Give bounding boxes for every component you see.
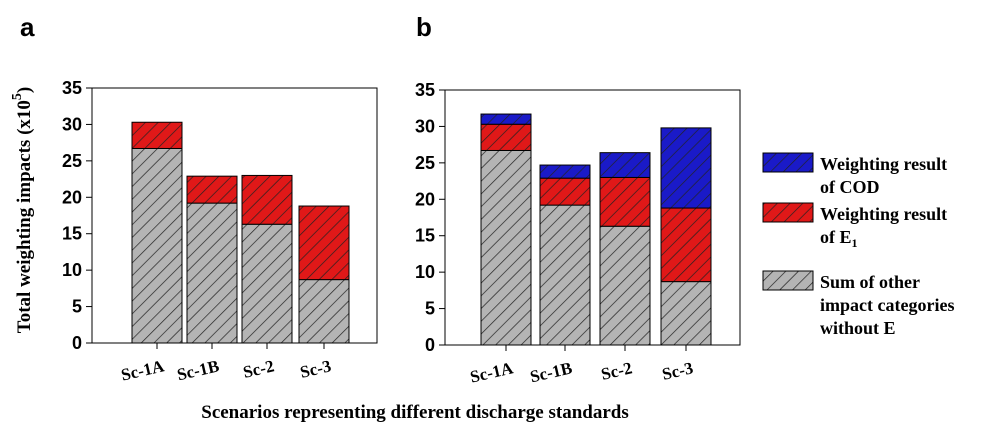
bar-a-sc-2-other: [241, 223, 293, 344]
y-tick-label-a-0: 0: [72, 333, 82, 353]
bar-b-sc-2-cod: [599, 152, 651, 178]
x-tick-label-b-sc-2: Sc-2: [599, 358, 634, 384]
legend-swatch-other: [762, 270, 814, 291]
y-axis-title: Total weighting impacts (x105): [10, 87, 35, 333]
legend-label-cod-line2: of COD: [820, 177, 880, 197]
legend-label-other-line3: without E: [820, 318, 896, 338]
legend-label-other-line2: impact categories: [820, 295, 954, 315]
bar-a-sc-3-other: [298, 279, 350, 344]
legend-item-e1: Weighting result of E1: [762, 202, 947, 250]
panel-b-letter: b: [416, 12, 432, 42]
y-tick-label-b-35: 35: [415, 80, 435, 100]
chart-panel-a: 0 5 10 15 20 25 30 35 Sc-1A Sc-1B Sc-2 Sc-3: [62, 78, 378, 385]
bar-b-sc-2-e1: [599, 176, 651, 227]
y-tick-label-b-0: 0: [425, 335, 435, 355]
x-tick-label-b-sc-1b: Sc-1B: [528, 358, 574, 386]
bar-b-sc-2-other: [599, 225, 651, 346]
bar-b-sc-3-other: [660, 281, 712, 346]
y-tick-label-b-25: 25: [415, 153, 435, 173]
x-tick-label-a-sc-2: Sc-2: [241, 356, 276, 382]
y-tick-label-b-5: 5: [425, 299, 435, 319]
y-tick-label-a-30: 30: [62, 114, 82, 134]
plot-frame-a: [91, 87, 378, 344]
legend-item-other: Sum of other impact categories without E: [762, 270, 954, 338]
legend-item-cod: Weighting result of COD: [762, 152, 947, 197]
bar-a-sc-3-e1: [298, 205, 350, 281]
y-tick-label-b-30: 30: [415, 116, 435, 136]
bar-b-sc-1b-e1: [539, 177, 591, 206]
bar-b-sc-1b-other: [539, 204, 591, 346]
y-tick-label-a-5: 5: [72, 297, 82, 317]
bar-a-sc-1b-other: [186, 202, 238, 344]
bar-b-sc-3-cod: [660, 127, 712, 209]
legend-label-e1-line2: of E1: [820, 227, 858, 250]
y-tick-label-b-10: 10: [415, 262, 435, 282]
legend-swatch-cod: [762, 152, 814, 173]
bar-b-sc-1a-cod: [480, 113, 532, 125]
x-tick-label-b-sc-1a: Sc-1A: [468, 358, 515, 386]
legend-label-other-line1: Sum of other: [820, 272, 920, 292]
y-tick-label-a-35: 35: [62, 78, 82, 98]
bar-a-sc-1a-other: [131, 147, 183, 344]
bar-b-sc-1a-e1: [480, 123, 532, 151]
x-tick-label-a-sc-1b: Sc-1B: [175, 356, 221, 384]
x-tick-label-a-sc-1a: Sc-1A: [119, 356, 166, 384]
bar-b-sc-1a-other: [480, 149, 532, 346]
legend-swatch-e1: [762, 202, 814, 223]
bar-a-sc-1a-e1: [131, 121, 183, 149]
y-tick-label-a-15: 15: [62, 224, 82, 244]
panel-a-letter: a: [20, 12, 35, 42]
y-tick-label-a-10: 10: [62, 260, 82, 280]
legend-label-cod-line1: Weighting result: [820, 154, 947, 174]
chart-panel-b: 0 5 10 15 20 25 30 35 Sc-1A Sc-1B Sc-2 Sc-3: [415, 80, 741, 387]
x-tick-label-a-sc-3: Sc-3: [298, 356, 333, 382]
bar-b-sc-1b-cod: [539, 164, 591, 179]
y-tick-label-b-15: 15: [415, 226, 435, 246]
bar-a-sc-2-e1: [241, 174, 293, 225]
legend-label-e1-line1: Weighting result: [820, 204, 947, 224]
y-tick-label-a-25: 25: [62, 151, 82, 171]
bar-b-sc-3-e1: [660, 207, 712, 283]
bar-a-sc-1b-e1: [186, 175, 238, 204]
plot-frame-b: [444, 89, 741, 346]
x-axis-title: Scenarios representing different dischar…: [201, 402, 629, 423]
y-tick-label-a-20: 20: [62, 187, 82, 207]
x-tick-label-b-sc-3: Sc-3: [660, 358, 695, 384]
y-tick-label-b-20: 20: [415, 189, 435, 209]
legend: Weighting result of COD Weighting result…: [762, 152, 954, 338]
